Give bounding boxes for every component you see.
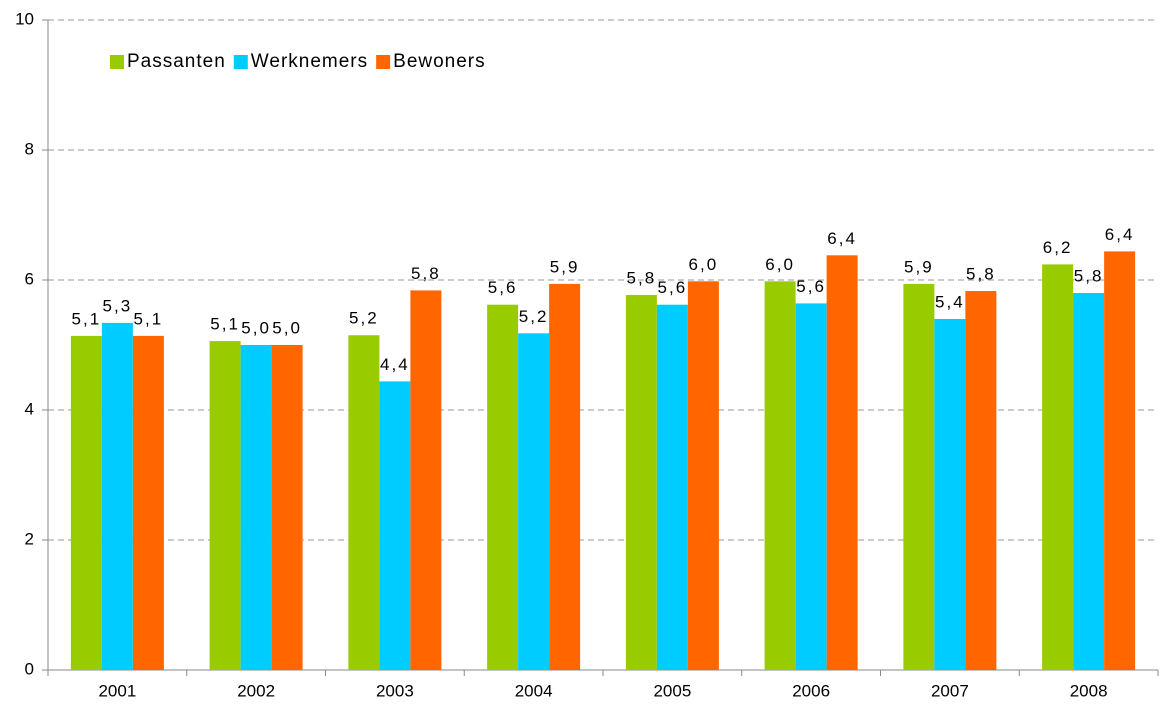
bar bbox=[934, 319, 966, 670]
value-label: 4,4 bbox=[380, 355, 410, 374]
bar bbox=[1042, 264, 1074, 670]
bar bbox=[549, 283, 581, 670]
value-label: 6,2 bbox=[1043, 238, 1073, 257]
x-tick-label: 2001 bbox=[98, 681, 136, 700]
value-label: 5,9 bbox=[550, 257, 580, 276]
bar bbox=[965, 291, 997, 670]
bar bbox=[1104, 251, 1136, 670]
x-tick-label: 2003 bbox=[376, 681, 414, 700]
bar bbox=[795, 303, 827, 670]
value-label: 5,8 bbox=[1074, 266, 1104, 285]
legend-swatch bbox=[233, 55, 248, 69]
bar bbox=[1073, 293, 1105, 670]
legend-label: Bewoners bbox=[393, 51, 486, 72]
y-tick-label: 4 bbox=[25, 399, 34, 418]
bar bbox=[903, 283, 935, 670]
x-tick-label: 2004 bbox=[515, 681, 553, 700]
bar bbox=[625, 294, 657, 670]
bar bbox=[687, 281, 719, 670]
bar bbox=[348, 335, 380, 670]
value-label: 5,6 bbox=[658, 278, 688, 297]
legend-swatch bbox=[376, 55, 391, 69]
value-label: 5,2 bbox=[519, 307, 549, 326]
value-label: 5,2 bbox=[349, 309, 379, 328]
legend-label: Werknemers bbox=[251, 51, 368, 72]
legend-label: Passanten bbox=[127, 51, 226, 72]
bar bbox=[209, 341, 241, 670]
value-label: 5,4 bbox=[935, 292, 965, 311]
bar bbox=[518, 333, 550, 670]
y-tick-label: 8 bbox=[25, 139, 34, 158]
value-label: 5,3 bbox=[103, 296, 133, 315]
y-tick-label: 2 bbox=[25, 529, 34, 548]
value-label: 5,1 bbox=[134, 309, 164, 328]
bar bbox=[271, 345, 303, 670]
value-label: 6,0 bbox=[689, 255, 719, 274]
bar bbox=[101, 322, 133, 670]
bar bbox=[826, 255, 858, 671]
bar bbox=[764, 281, 796, 670]
value-label: 5,6 bbox=[488, 278, 518, 297]
bar bbox=[379, 381, 411, 670]
value-label: 6,4 bbox=[827, 229, 857, 248]
value-label: 5,6 bbox=[796, 277, 826, 296]
bar bbox=[70, 335, 102, 670]
y-tick-label: 10 bbox=[15, 9, 34, 28]
value-label: 5,1 bbox=[210, 315, 240, 334]
bar bbox=[240, 345, 272, 670]
y-tick-label: 6 bbox=[25, 269, 34, 288]
x-tick-label: 2008 bbox=[1070, 681, 1108, 700]
value-label: 5,0 bbox=[241, 318, 271, 337]
bar bbox=[410, 290, 442, 670]
x-tick-label: 2005 bbox=[653, 681, 691, 700]
value-label: 5,8 bbox=[627, 268, 657, 287]
x-tick-label: 2006 bbox=[792, 681, 830, 700]
value-label: 5,8 bbox=[966, 265, 996, 284]
x-tick-label: 2007 bbox=[931, 681, 969, 700]
value-label: 6,4 bbox=[1105, 225, 1135, 244]
value-label: 5,1 bbox=[72, 309, 102, 328]
value-label: 6,0 bbox=[765, 255, 795, 274]
bar bbox=[487, 304, 519, 670]
y-tick-label: 0 bbox=[25, 659, 34, 678]
value-label: 5,8 bbox=[411, 264, 441, 283]
bar bbox=[656, 304, 688, 670]
bar bbox=[132, 335, 164, 670]
value-label: 5,9 bbox=[904, 257, 934, 276]
x-tick-label: 2002 bbox=[237, 681, 275, 700]
legend-swatch bbox=[110, 55, 124, 69]
value-label: 5,0 bbox=[272, 318, 302, 337]
